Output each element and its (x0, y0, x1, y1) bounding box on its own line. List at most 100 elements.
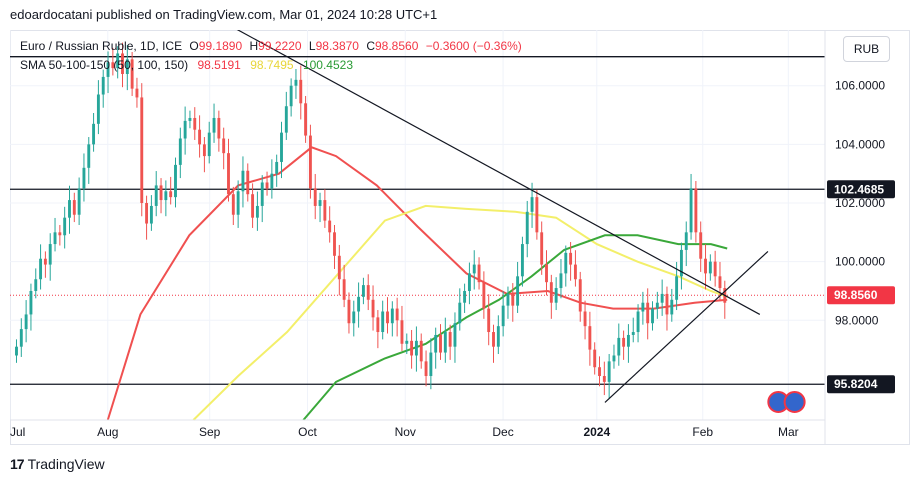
candle-body (53, 232, 57, 245)
candle-body (125, 59, 129, 74)
candle-body (516, 276, 520, 306)
candle-body (549, 282, 553, 303)
economic-event-icon (783, 391, 806, 413)
candle-body (655, 302, 659, 309)
candle-body (347, 299, 351, 324)
open-value: 99.1890 (198, 39, 243, 53)
candle-body (72, 200, 76, 215)
candle-body (631, 332, 635, 335)
candle-body (641, 302, 645, 312)
candle-body (400, 320, 404, 344)
open-label: O (189, 39, 199, 53)
candle-body (477, 264, 481, 283)
candle-body (713, 261, 717, 277)
candle-body (289, 85, 293, 107)
candle-body (573, 264, 577, 280)
candle-body (241, 170, 245, 192)
candle-body (130, 59, 134, 89)
candle-body (96, 94, 100, 124)
candle-body (679, 249, 683, 277)
sma-label[interactable]: SMA 50-100-150 (50, 100, 150) (20, 58, 189, 72)
symbol-label[interactable]: Euro / Russian Ruble, 1D, ICE (20, 39, 183, 53)
candle-body (149, 205, 153, 224)
candle-body (602, 376, 606, 382)
candle-body (684, 232, 688, 250)
candle-body (198, 129, 202, 145)
candle-body (255, 205, 259, 218)
candle-body (29, 290, 33, 315)
candle-body (511, 293, 515, 306)
candle-body (121, 53, 124, 74)
candle-body (246, 170, 250, 195)
tradingview-logo-icon: 17 (10, 456, 25, 472)
candle-body (651, 308, 654, 324)
candle-body (694, 188, 698, 233)
candle-body (492, 332, 495, 347)
candle-body (145, 203, 149, 224)
sma50-value: 98.5191 (197, 58, 241, 72)
candle-body (487, 308, 491, 333)
y-tick-label: 102.0000 (835, 196, 885, 210)
candle-body (439, 334, 442, 353)
x-tick-label: Aug (97, 425, 118, 439)
candle-body (636, 311, 640, 333)
candle-body (154, 185, 158, 206)
candle-body (554, 288, 558, 303)
candle-body (670, 299, 674, 315)
candle-body (15, 346, 18, 356)
candle-body (482, 282, 486, 309)
candle-body (164, 191, 168, 201)
x-tick-label: Sep (199, 425, 221, 439)
candle-body (68, 200, 71, 218)
candle-body (622, 337, 626, 347)
candle-body (92, 123, 96, 145)
candle-body (58, 232, 62, 236)
low-label: L (308, 39, 316, 53)
candle-body (496, 326, 500, 347)
published-caption: edoardocatani published on TradingView.c… (10, 7, 438, 22)
candle-body (135, 88, 139, 98)
candle-body (612, 355, 616, 362)
candle-body (48, 244, 52, 265)
currency-button[interactable]: RUB (843, 36, 890, 62)
candle-body (188, 117, 192, 121)
price-label-box (827, 286, 895, 305)
candle-body (169, 191, 173, 198)
candle-body (429, 352, 433, 377)
candle-body (299, 79, 303, 104)
trendline (236, 30, 761, 315)
candle-body (520, 244, 524, 277)
y-tick-label: 98.0000 (835, 313, 879, 327)
candle-body (183, 120, 187, 139)
candle-body (646, 302, 650, 324)
candle-body (308, 135, 312, 189)
sma150-value: 100.4523 (302, 58, 353, 72)
candle-body (506, 293, 510, 306)
candle-body (294, 79, 298, 86)
price-label-box (827, 180, 895, 199)
candle-body (193, 117, 197, 130)
candle-body (260, 182, 264, 206)
candle-body (361, 285, 365, 297)
candlestick-chart[interactable]: 106.0000 104.0000 102.0000 100.0000 98.0000 1… (10, 30, 910, 445)
candle-body (390, 308, 394, 324)
candle-body (111, 62, 115, 69)
candle-body (395, 308, 399, 321)
tradingview-brand[interactable]: 17 TradingView (10, 456, 105, 472)
candle-body (699, 232, 703, 259)
candle-body (453, 323, 457, 347)
candle-body (140, 97, 144, 204)
candle-body (583, 311, 587, 327)
candle-body (63, 217, 67, 236)
candle-body (265, 182, 269, 189)
y-tick-label: 104.0000 (835, 137, 885, 151)
candle-body (77, 188, 81, 215)
candle-body (280, 132, 283, 162)
candle-body (333, 232, 336, 256)
candle-body (569, 252, 573, 265)
candle-body (212, 117, 216, 133)
candle-body (704, 258, 707, 274)
candle-body (352, 311, 356, 324)
candle-body (463, 290, 467, 303)
price-label-text: 102.4685 (834, 182, 884, 196)
